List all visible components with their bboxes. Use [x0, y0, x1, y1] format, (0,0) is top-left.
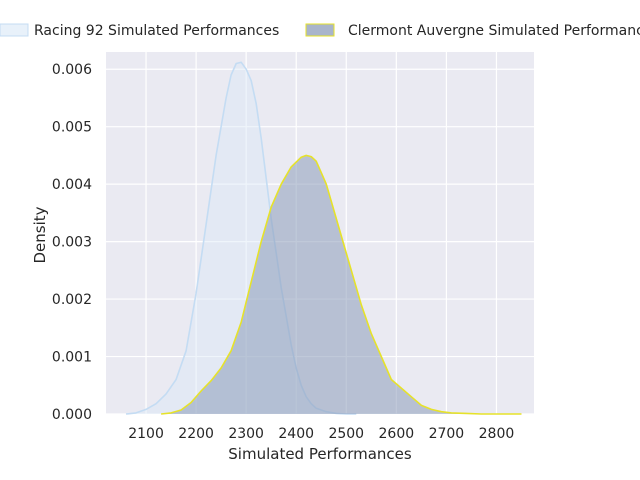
legend-swatch-1	[0, 23, 29, 37]
x-tick-label: 2800	[479, 426, 515, 442]
x-tick-label: 2700	[429, 426, 465, 442]
x-axis: 2100 2200 2300 2400 2500 2600 2700 2800	[128, 426, 514, 442]
series-group	[125, 61, 522, 415]
y-tick-label: 0.001	[52, 350, 92, 366]
x-tick-label: 2500	[328, 426, 364, 442]
series-area-2	[161, 155, 522, 414]
y-tick-label: 0.005	[52, 120, 92, 136]
x-axis-title: Simulated Performances	[228, 445, 412, 463]
series-area-1	[126, 62, 357, 415]
x-tick-label: 2600	[379, 426, 415, 442]
y-tick-label: 0.003	[52, 235, 92, 251]
legend-swatch-2	[305, 23, 335, 37]
x-tick-label: 2100	[128, 426, 164, 442]
y-tick-label: 0.006	[52, 62, 92, 78]
x-tick-label: 2200	[178, 426, 214, 442]
x-tick-label: 2400	[278, 426, 314, 442]
y-axis-title: Density	[31, 206, 49, 263]
y-tick-label: 0.004	[52, 177, 92, 193]
legend-label-1: Racing 92 Simulated Performances	[34, 23, 279, 39]
y-axis: 0.000 0.001 0.002 0.003 0.004 0.005 0.006	[52, 62, 92, 423]
legend: Racing 92 Simulated Performances Clermont…	[0, 23, 640, 39]
x-tick-label: 2300	[228, 426, 264, 442]
y-tick-label: 0.000	[52, 407, 92, 423]
legend-label-2: Clermont Auvergne Simulated Performances	[348, 23, 640, 39]
series-line-2	[161, 154, 522, 415]
y-tick-label: 0.002	[52, 292, 92, 308]
